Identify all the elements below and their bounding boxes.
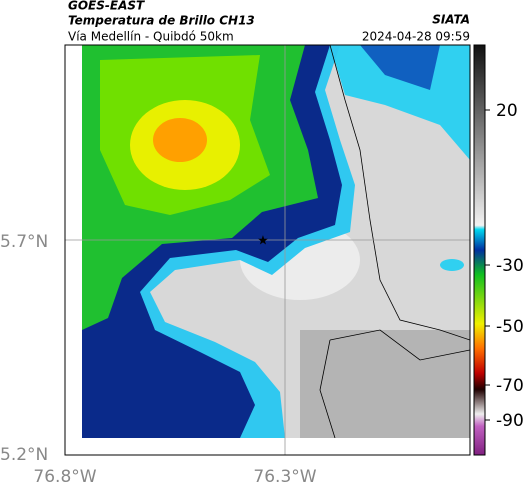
colorbar-label: -30 bbox=[496, 256, 524, 276]
timestamp: 2024-04-28 09:59 bbox=[362, 30, 470, 44]
route: Vía Medellín - Quibdó 50km bbox=[68, 30, 234, 44]
colorbar bbox=[473, 44, 486, 456]
colorbar-label: 20 bbox=[496, 101, 518, 121]
lat-label: 5.7°N bbox=[0, 232, 48, 252]
lon-label: 76.3°W bbox=[253, 467, 316, 487]
colorbar-label: -90 bbox=[496, 411, 524, 431]
colorbar-label: -50 bbox=[496, 317, 524, 337]
colorbar-label: -70 bbox=[496, 376, 524, 396]
colorbar-ticks bbox=[485, 109, 490, 421]
lat-label: 5.2°N bbox=[0, 445, 48, 465]
map-frame bbox=[64, 44, 471, 456]
satellite-image bbox=[82, 45, 470, 438]
lon-label: 76.8°W bbox=[33, 467, 96, 487]
title: GOES-EAST bbox=[68, 0, 145, 13]
source: SIATA bbox=[432, 13, 470, 27]
subtitle: Temperatura de Brillo CH13 bbox=[68, 14, 255, 28]
location-star: ★ bbox=[257, 234, 269, 249]
